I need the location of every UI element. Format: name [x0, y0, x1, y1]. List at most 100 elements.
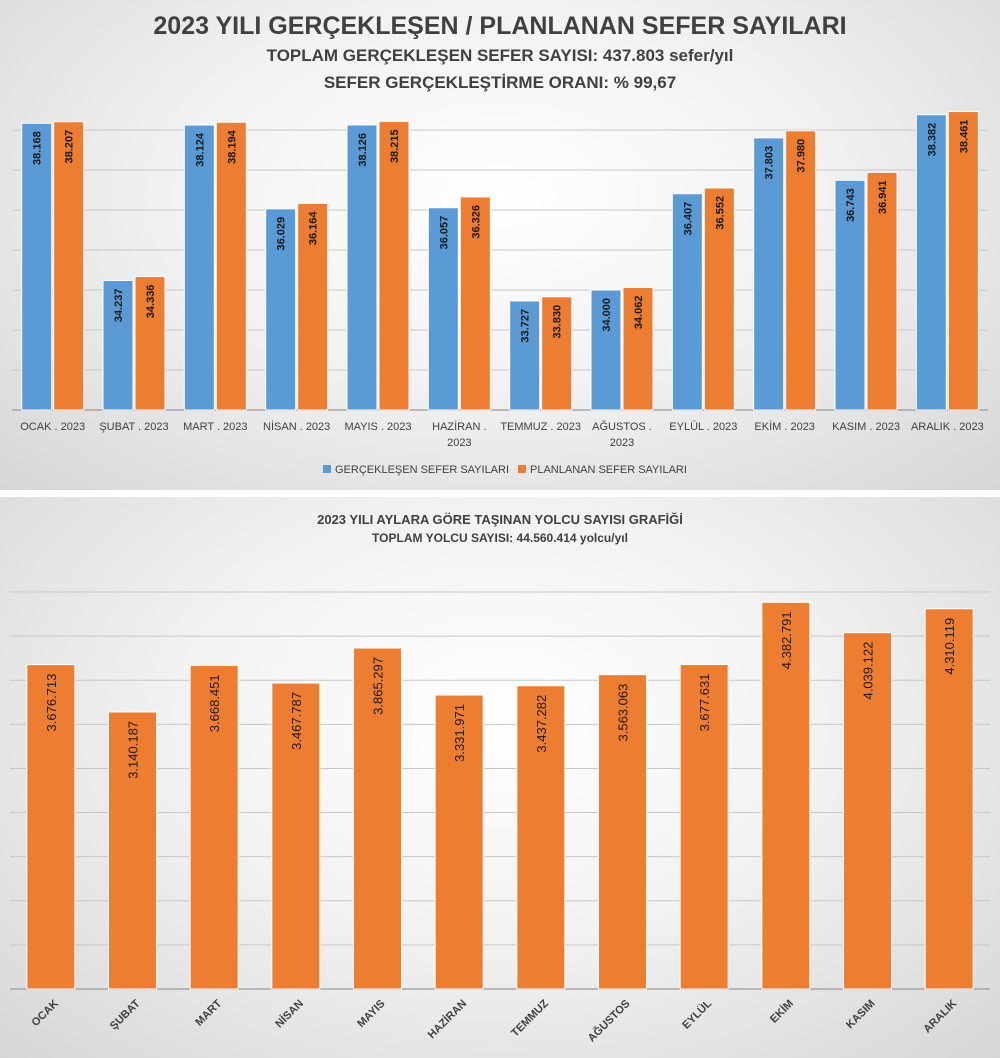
bar-passengers [843, 632, 892, 990]
bar-passengers [761, 601, 811, 990]
data-label: 36.164 [308, 211, 320, 246]
bar-actual [21, 122, 53, 411]
data-label: 3.140.187 [126, 721, 141, 779]
trips-chart-panel: 2023 YILI GERÇEKLEŞEN / PLANLANAN SEFER … [0, 0, 1000, 490]
x-tick-label: EYLÜL . 2023 [669, 421, 737, 433]
bar-actual [102, 280, 134, 411]
data-label: 34.237 [113, 289, 125, 323]
data-label: 36.407 [682, 202, 694, 236]
bar-planned [785, 130, 817, 411]
legend-label: PLANLANAN SEFER SAYILARI [530, 464, 687, 476]
bar-actual [265, 208, 297, 411]
x-tick-label: KASIM [844, 998, 878, 1032]
data-label: 36.326 [470, 205, 482, 239]
trips-chart-plot: 38.168 38.207 OCAK . 2023 34.237 34.336 ŞUBAT… [12, 111, 988, 476]
trips-chart-subtitle-rate: SEFER GERÇEKLEŞTİRME ORANI: % 99,67 [323, 73, 677, 92]
data-label: 38.194 [226, 129, 238, 164]
data-label: 38.215 [389, 129, 401, 163]
data-label: 33.830 [552, 305, 564, 339]
data-label: 3.865.297 [371, 657, 386, 715]
x-tick-label: HAZİRAN . [432, 420, 486, 433]
data-label: 3.677.631 [697, 674, 712, 732]
bar-passengers [108, 711, 157, 990]
x-tick-label: NİSAN [273, 997, 306, 1030]
bar-passengers [271, 682, 321, 990]
data-label: 3.563.063 [616, 684, 631, 742]
x-tick-label: OCAK [30, 998, 61, 1029]
data-label: 36.029 [276, 217, 288, 251]
bar-actual [590, 289, 622, 411]
data-label: 36.057 [438, 216, 450, 250]
bar-passengers [434, 694, 484, 990]
x-tick-label: MART [193, 997, 224, 1028]
data-label: 36.552 [714, 196, 726, 230]
x-tick-label: MAYIS [355, 998, 387, 1030]
bar-planned [215, 121, 247, 411]
data-label: 37.803 [764, 146, 776, 180]
x-tick-label: ARALIK [921, 998, 959, 1036]
bar-actual [509, 300, 541, 411]
bar-planned [53, 121, 85, 411]
bar-actual [346, 124, 378, 411]
trips-chart-title: 2023 YILI GERÇEKLEŞEN / PLANLANAN SEFER … [153, 12, 847, 40]
bar-passengers [26, 664, 76, 990]
bar-actual [183, 124, 215, 411]
data-label: 36.743 [845, 188, 857, 222]
data-label: 34.062 [633, 296, 645, 330]
trips-chart-subtitle-total: TOPLAM GERÇEKLEŞEN SEFER SAYISI: 437.803… [266, 46, 734, 65]
x-tick-label: 2023 [610, 437, 634, 449]
x-tick-label: AĞUSTOS . [592, 420, 652, 433]
bar-planned [866, 171, 898, 411]
data-label: 37.980 [796, 139, 808, 173]
bar-passengers [598, 674, 647, 990]
bar-passengers [679, 664, 729, 990]
bar-planned [297, 202, 329, 411]
legend-label: GERÇEKLEŞEN SEFER SAYILARI [335, 464, 509, 476]
bar-planned [947, 111, 979, 411]
bar-planned [134, 276, 166, 411]
bar-planned [703, 187, 735, 411]
data-label: 34.336 [145, 285, 157, 319]
data-label: 38.168 [32, 131, 44, 165]
bar-planned [541, 296, 573, 411]
bar-planned [459, 196, 491, 411]
x-tick-label: EKİM [767, 997, 796, 1026]
bar-actual [671, 193, 703, 411]
data-label: 3.331.971 [452, 704, 467, 762]
x-tick-label: ŞUBAT . 2023 [99, 421, 168, 433]
data-label: 3.437.282 [534, 695, 549, 753]
data-label: 4.310.119 [942, 618, 957, 675]
bar-passengers [189, 664, 239, 990]
bar-passengers [516, 685, 566, 990]
legend-swatch [323, 465, 331, 473]
bar-actual [753, 137, 785, 411]
passengers-chart-panel: 2023 YILI AYLARA GÖRE TAŞINAN YOLCU SAYI… [0, 497, 1000, 1058]
x-tick-label: ARALIK . 2023 [911, 421, 984, 433]
data-label: 3.668.451 [207, 674, 222, 732]
x-tick-label: HAZİRAN [425, 997, 469, 1041]
x-tick-label: OCAK . 2023 [20, 421, 85, 433]
x-tick-label: AĞUSTOS [585, 997, 633, 1045]
data-label: 36.941 [877, 180, 889, 214]
bar-actual [915, 114, 947, 411]
data-label: 38.207 [64, 130, 76, 164]
x-tick-label: NİSAN . 2023 [263, 420, 330, 433]
bar-passengers [924, 608, 974, 990]
x-tick-label: 2023 [447, 437, 471, 449]
passengers-chart-subtitle: TOPLAM YOLCU SAYISI: 44.560.414 yolcu/yı… [372, 531, 628, 545]
data-label: 38.124 [194, 132, 206, 167]
bar-actual [427, 207, 459, 411]
x-tick-label: EYLÜL [680, 997, 715, 1032]
data-label: 38.126 [357, 133, 369, 167]
x-tick-label: MAYIS . 2023 [344, 421, 411, 433]
data-label: 3.676.713 [44, 674, 59, 732]
data-label: 33.727 [520, 309, 532, 343]
x-tick-label: TEMMUZ [509, 997, 551, 1039]
data-label: 3.467.787 [289, 692, 304, 750]
passengers-chart-title: 2023 YILI AYLARA GÖRE TAŞINAN YOLCU SAYI… [317, 512, 683, 527]
x-tick-label: EKİM . 2023 [754, 420, 815, 433]
data-label: 4.039.122 [861, 642, 876, 700]
data-label: 4.382.791 [779, 611, 794, 669]
bar-planned [378, 120, 410, 411]
bar-actual [834, 179, 866, 411]
